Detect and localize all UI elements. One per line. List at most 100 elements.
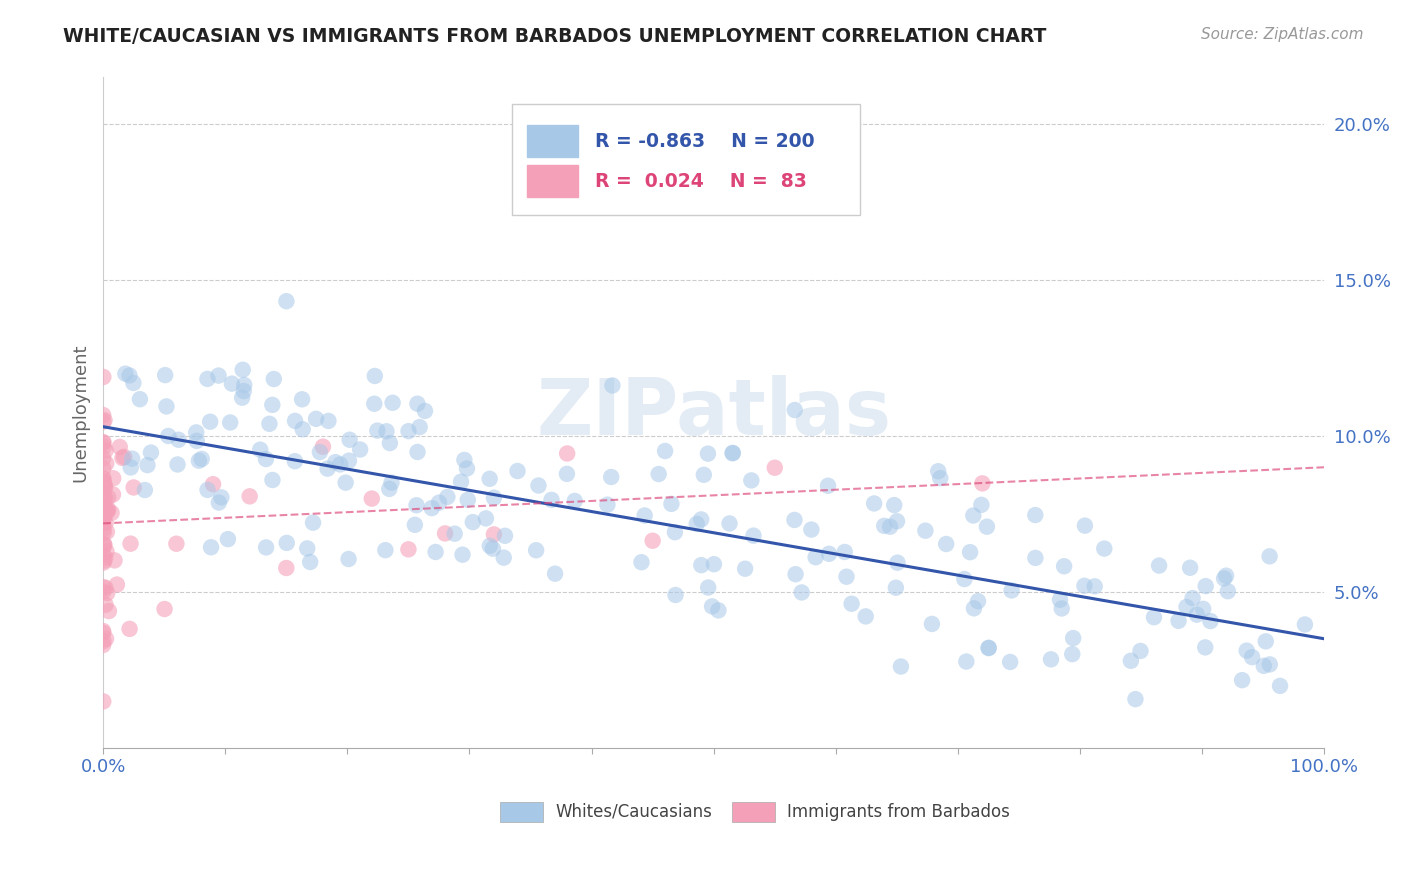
Point — [93, 634, 115, 648]
Point — [186, 425, 208, 440]
Point — [783, 513, 806, 527]
Point — [94, 632, 117, 646]
Point — [555, 446, 578, 460]
Point — [335, 475, 357, 490]
Point — [122, 376, 145, 390]
Point — [963, 601, 986, 615]
Point — [153, 602, 176, 616]
Point — [96, 505, 118, 519]
Point — [1129, 644, 1152, 658]
Point — [1092, 541, 1115, 556]
Point — [482, 527, 505, 541]
Point — [398, 424, 420, 438]
Text: R =  0.024    N =  83: R = 0.024 N = 83 — [595, 172, 807, 191]
Point — [360, 491, 382, 506]
Point — [197, 372, 219, 386]
Point — [817, 479, 839, 493]
Point — [309, 445, 332, 459]
FancyBboxPatch shape — [527, 165, 578, 197]
Point — [1125, 692, 1147, 706]
Point — [977, 641, 1000, 656]
FancyBboxPatch shape — [733, 802, 775, 822]
Point — [1268, 679, 1291, 693]
Point — [972, 476, 994, 491]
Text: Whites/Caucasians: Whites/Caucasians — [555, 803, 711, 821]
Point — [434, 526, 457, 541]
Point — [91, 522, 114, 536]
Point — [94, 492, 117, 507]
Point — [263, 372, 285, 386]
Point — [527, 478, 550, 492]
Point — [1236, 643, 1258, 657]
Point — [232, 384, 254, 398]
Point — [94, 504, 117, 518]
Point — [482, 491, 505, 505]
Point — [540, 492, 562, 507]
Point — [1000, 583, 1022, 598]
Point — [697, 581, 720, 595]
Point — [93, 478, 115, 492]
Point — [654, 444, 676, 458]
Point — [153, 368, 176, 383]
Point — [93, 472, 115, 486]
Point — [596, 498, 619, 512]
Point — [91, 638, 114, 652]
Point — [785, 567, 807, 582]
Point — [492, 550, 515, 565]
Point — [1084, 579, 1107, 593]
Point — [93, 440, 115, 454]
Point — [544, 566, 567, 581]
Point — [927, 464, 949, 478]
Point — [1199, 614, 1222, 628]
Point — [231, 391, 253, 405]
Point — [93, 413, 115, 427]
Point — [380, 475, 402, 490]
Point — [259, 417, 281, 431]
Point — [187, 454, 209, 468]
Point — [254, 541, 277, 555]
Text: WHITE/CAUCASIAN VS IMMIGRANTS FROM BARBADOS UNEMPLOYMENT CORRELATION CHART: WHITE/CAUCASIAN VS IMMIGRANTS FROM BARBA… — [63, 27, 1046, 45]
Point — [374, 543, 396, 558]
Point — [363, 397, 385, 411]
Point — [93, 538, 115, 552]
Point — [100, 506, 122, 520]
Point — [262, 473, 284, 487]
Point — [929, 471, 952, 485]
Point — [661, 497, 683, 511]
Point — [783, 403, 806, 417]
Point — [976, 519, 998, 533]
Point — [404, 517, 426, 532]
Point — [97, 604, 120, 618]
Point — [364, 368, 387, 383]
Point — [1024, 508, 1046, 522]
Point — [91, 475, 114, 490]
Point — [96, 503, 118, 517]
Point — [1167, 614, 1189, 628]
Point — [190, 452, 212, 467]
Point — [1230, 673, 1253, 688]
Point — [443, 526, 465, 541]
Point — [1119, 654, 1142, 668]
Point — [790, 585, 813, 599]
Point — [1175, 599, 1198, 614]
Point — [641, 533, 664, 548]
Point — [120, 536, 142, 550]
Point — [450, 475, 472, 489]
Point — [93, 510, 115, 524]
Point — [1185, 607, 1208, 622]
Point — [207, 368, 229, 383]
Point — [700, 599, 723, 614]
Point — [804, 550, 827, 565]
Text: R = -0.863    N = 200: R = -0.863 N = 200 — [595, 132, 815, 151]
FancyBboxPatch shape — [512, 104, 860, 215]
Point — [647, 467, 669, 481]
Point — [406, 445, 429, 459]
Point — [198, 415, 221, 429]
Point — [413, 404, 436, 418]
Point — [305, 412, 328, 426]
Point — [202, 477, 225, 491]
Point — [1213, 571, 1236, 585]
Point — [93, 556, 115, 570]
Point — [955, 655, 977, 669]
Point — [478, 472, 501, 486]
